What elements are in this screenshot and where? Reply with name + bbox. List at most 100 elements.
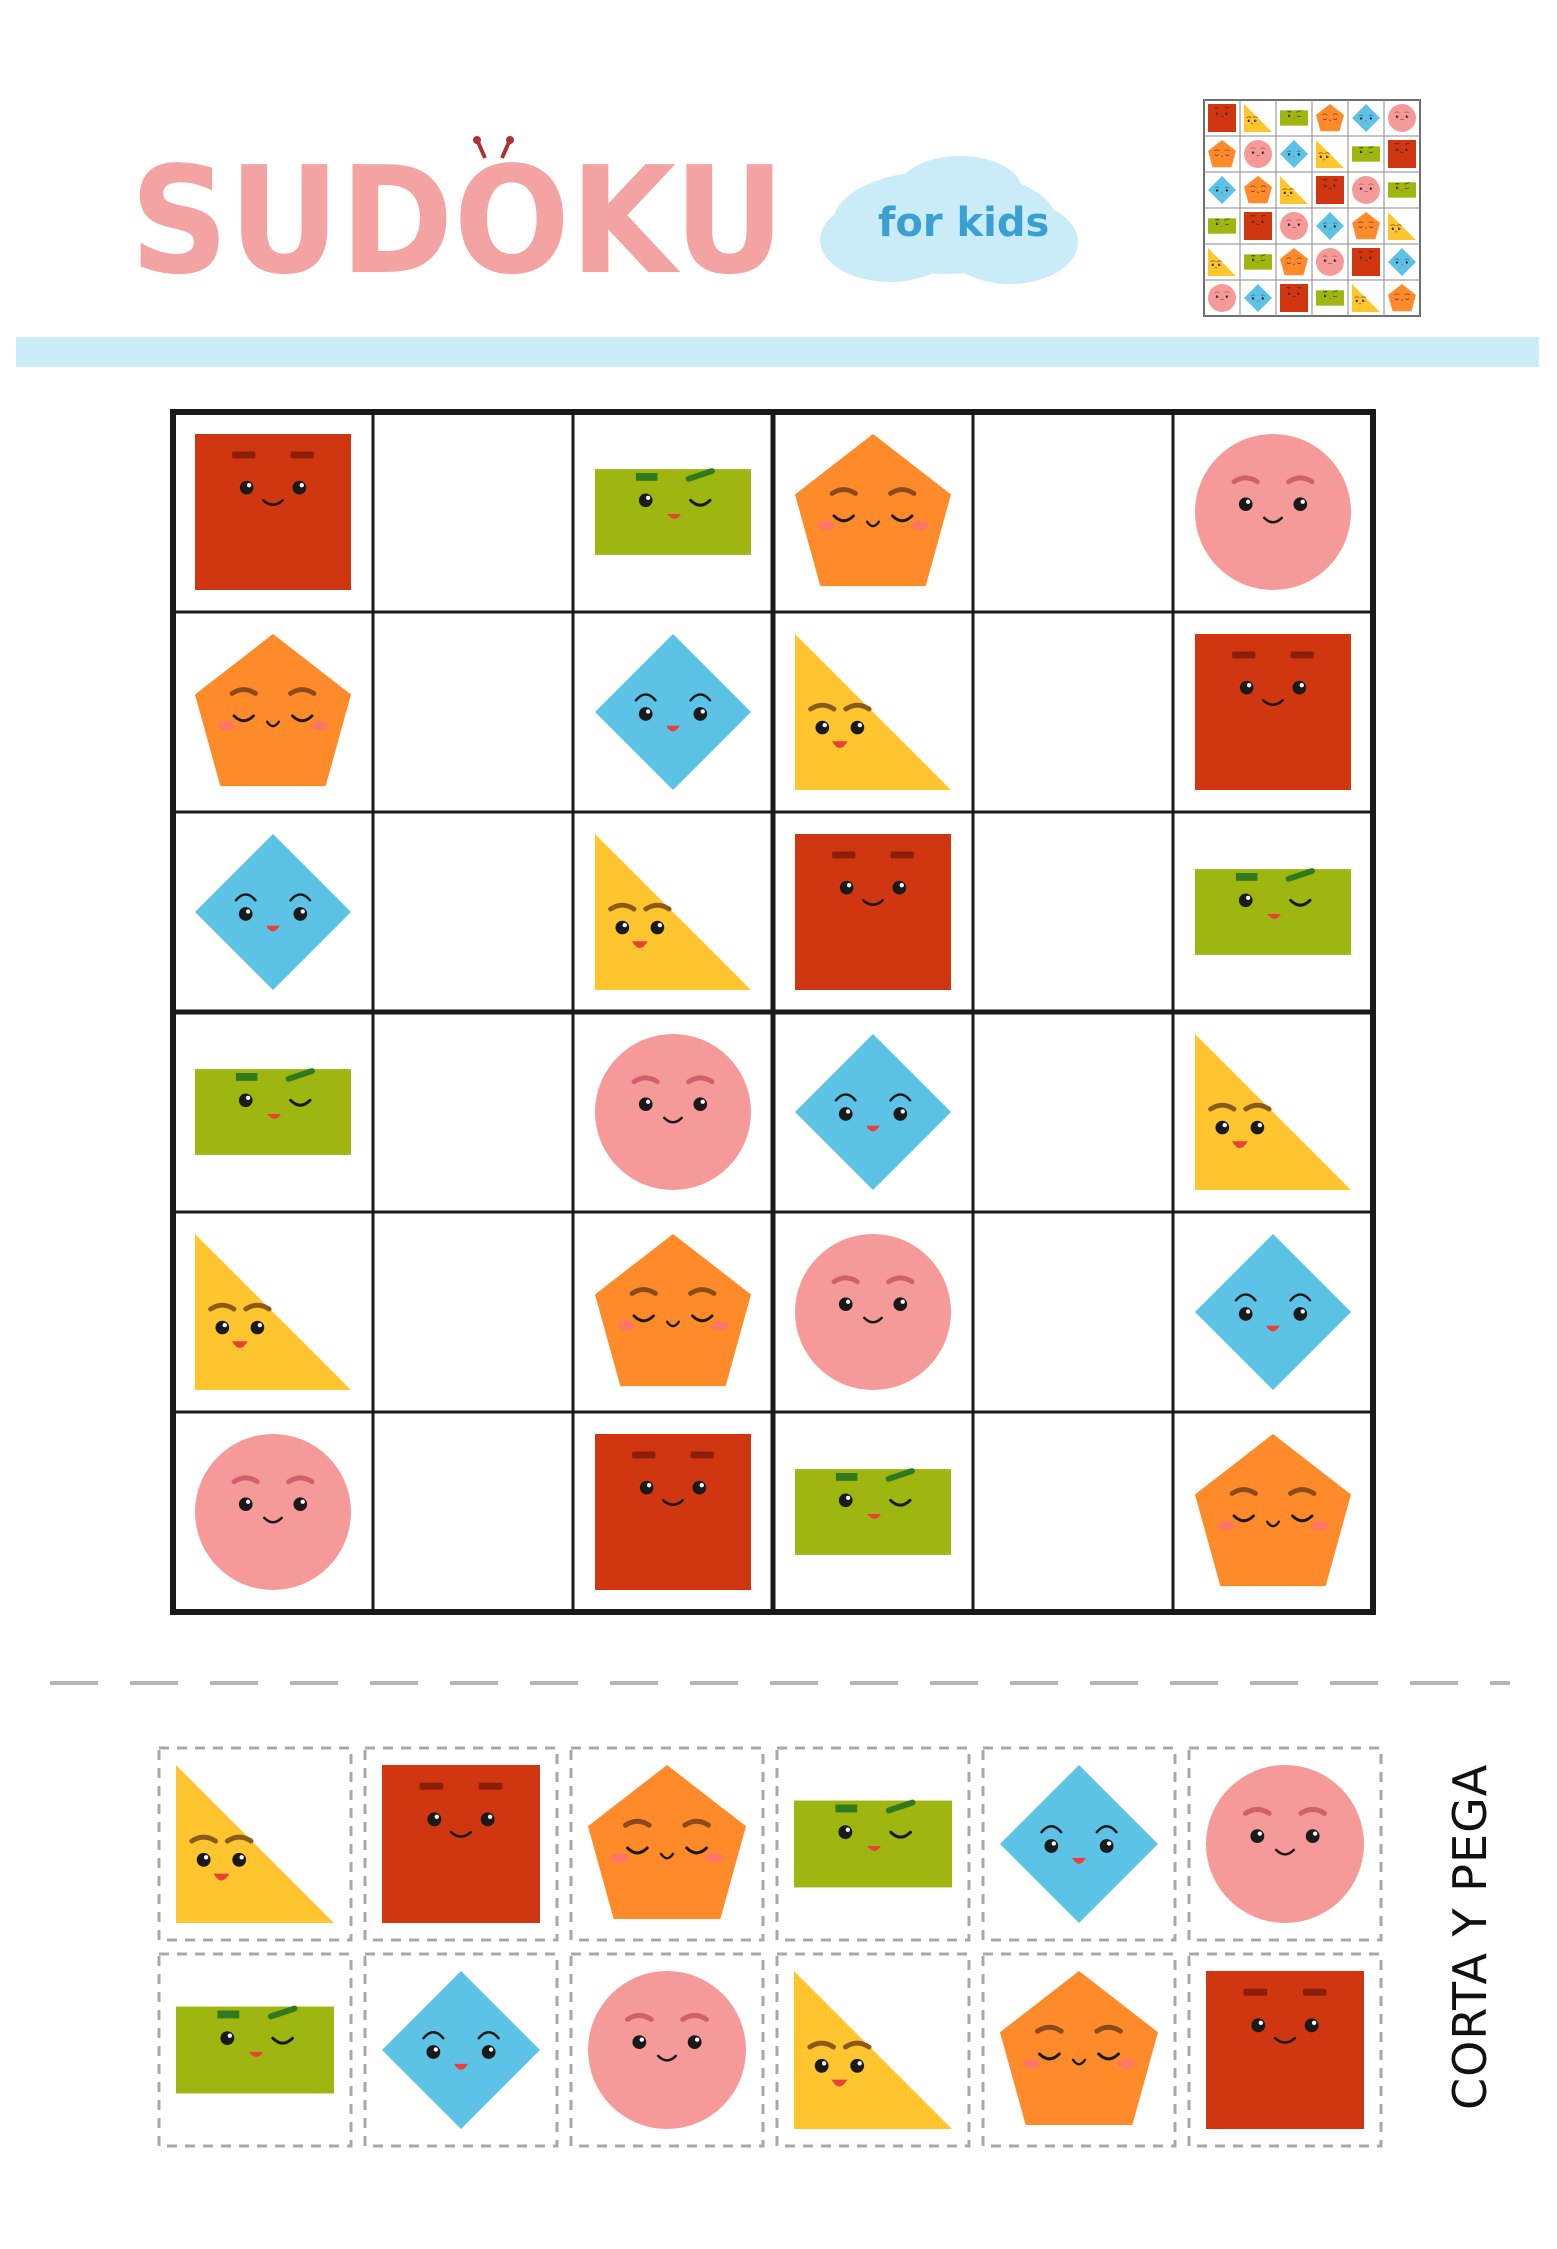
title-logo: SUDOKU for kids <box>130 135 1078 300</box>
cutout-piece[interactable] <box>981 1952 1177 2148</box>
board-cell[interactable] <box>373 812 573 1012</box>
pentagon-shape-icon <box>1195 1434 1351 1587</box>
board-cell[interactable] <box>773 812 973 1012</box>
circle-shape-icon <box>1352 176 1380 204</box>
rectangle-shape-icon <box>595 468 751 555</box>
board-cell[interactable] <box>973 1012 1173 1212</box>
pentagon-shape-icon <box>1280 248 1308 276</box>
cutout-piece[interactable] <box>775 1746 971 1942</box>
cutout-piece[interactable] <box>157 1952 353 2148</box>
board-cell[interactable] <box>1173 612 1373 812</box>
board-cell[interactable] <box>773 1012 973 1212</box>
square-shape-icon <box>1316 176 1344 204</box>
board-cell[interactable] <box>573 1212 773 1412</box>
square-shape-icon <box>1352 248 1380 276</box>
board-cell[interactable] <box>373 1412 573 1612</box>
board-cell[interactable] <box>373 612 573 812</box>
triangle-shape-icon <box>1280 176 1308 204</box>
circle-shape-icon <box>1244 140 1272 168</box>
triangle-shape-icon <box>1388 212 1416 240</box>
antenna-icon <box>473 136 514 159</box>
pentagon-shape-icon <box>595 1234 751 1387</box>
cutout-piece[interactable] <box>157 1746 353 1942</box>
pentagon-shape-icon <box>1000 1971 1158 2126</box>
board-cell[interactable] <box>773 412 973 612</box>
board-cell[interactable] <box>1173 812 1373 1012</box>
rectangle-shape-icon <box>1280 110 1308 126</box>
board-cell[interactable] <box>173 412 373 612</box>
sudoku-board <box>170 409 1376 1615</box>
board-cell[interactable] <box>573 612 773 812</box>
board-cell[interactable] <box>173 812 373 1012</box>
cutout-piece[interactable] <box>363 1746 559 1942</box>
board-cell[interactable] <box>373 412 573 612</box>
rhombus-shape-icon <box>595 634 751 790</box>
board-cell[interactable] <box>973 412 1173 612</box>
square-shape-icon <box>1280 284 1308 312</box>
rectangle-shape-icon <box>176 2005 334 2094</box>
square-shape-icon <box>795 834 951 990</box>
board-cell[interactable] <box>373 1012 573 1212</box>
rectangle-shape-icon <box>1388 182 1416 198</box>
rectangle-shape-icon <box>1316 290 1344 306</box>
cutout-piece[interactable] <box>1187 1746 1383 1942</box>
board-cell[interactable] <box>173 612 373 812</box>
board-cell[interactable] <box>1173 1412 1373 1612</box>
circle-shape-icon <box>1280 212 1308 240</box>
instruction-label: CORTA Y PEGA <box>1443 1763 1497 2110</box>
board-cell[interactable] <box>573 1012 773 1212</box>
board-cell[interactable] <box>973 1412 1173 1612</box>
circle-shape-icon <box>195 1434 351 1590</box>
board-cell[interactable] <box>973 1212 1173 1412</box>
cut-line <box>50 1681 1510 1685</box>
cutout-pieces <box>157 1746 1383 2148</box>
pentagon-shape-icon <box>1244 176 1272 204</box>
board-cell[interactable] <box>573 812 773 1012</box>
board-cell[interactable] <box>173 1012 373 1212</box>
board-cell[interactable] <box>573 1412 773 1612</box>
board-cell[interactable] <box>773 1412 973 1612</box>
pentagon-shape-icon <box>1388 284 1416 312</box>
square-shape-icon <box>1388 140 1416 168</box>
rhombus-shape-icon <box>1388 248 1416 276</box>
rectangle-shape-icon <box>794 1799 952 1888</box>
board-cell[interactable] <box>173 1412 373 1612</box>
triangle-shape-icon <box>195 1234 351 1390</box>
cutout-piece[interactable] <box>363 1952 559 2148</box>
cutout-piece[interactable] <box>569 1746 765 1942</box>
title-area: SUDOKU for kids <box>130 130 1090 300</box>
triangle-shape-icon <box>595 834 751 990</box>
rhombus-shape-icon <box>1280 140 1308 168</box>
cutout-piece[interactable] <box>981 1746 1177 1942</box>
board-cell[interactable] <box>1173 1212 1373 1412</box>
square-shape-icon <box>1244 212 1272 240</box>
board-cell[interactable] <box>573 412 773 612</box>
board-cell[interactable] <box>773 1212 973 1412</box>
board-cell[interactable] <box>173 1212 373 1412</box>
rhombus-shape-icon <box>1000 1765 1158 1923</box>
board-cell[interactable] <box>973 812 1173 1012</box>
rectangle-shape-icon <box>195 1068 351 1155</box>
triangle-shape-icon <box>1352 284 1380 312</box>
subtitle-text: for kids <box>878 200 1049 246</box>
square-shape-icon <box>595 1434 751 1590</box>
board-cell[interactable] <box>1173 412 1373 612</box>
triangle-shape-icon <box>794 1971 952 2129</box>
pentagon-shape-icon <box>1316 104 1344 132</box>
cutout-piece[interactable] <box>775 1952 971 2148</box>
rectangle-shape-icon <box>1208 218 1236 234</box>
rectangle-shape-icon <box>795 1468 951 1555</box>
rectangle-shape-icon <box>1195 868 1351 955</box>
board-cell[interactable] <box>373 1212 573 1412</box>
board-cell[interactable] <box>973 612 1173 812</box>
board-cell[interactable] <box>1173 1012 1373 1212</box>
triangle-shape-icon <box>1195 1034 1351 1190</box>
cutout-piece[interactable] <box>569 1952 765 2148</box>
rhombus-shape-icon <box>195 834 351 990</box>
board-cell[interactable] <box>773 612 973 812</box>
pentagon-shape-icon <box>795 434 951 587</box>
cutout-piece[interactable] <box>1187 1952 1383 2148</box>
triangle-shape-icon <box>1208 248 1236 276</box>
square-shape-icon <box>1208 104 1236 132</box>
circle-shape-icon <box>1388 104 1416 132</box>
